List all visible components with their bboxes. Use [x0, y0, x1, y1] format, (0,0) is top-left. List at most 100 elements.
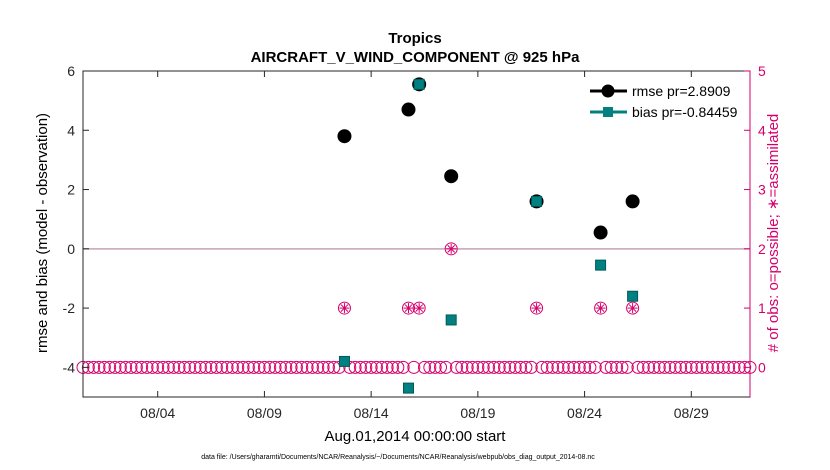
obs-possible-marker: [231, 360, 245, 374]
obs-possible-marker: [369, 360, 383, 374]
obs-possible-marker: [156, 360, 170, 374]
obs-possible-marker: [492, 360, 506, 374]
obs-possible-marker: [236, 360, 250, 374]
y-axis-label: rmse and bias (model - observation): [34, 113, 51, 353]
obs-assimilated-marker: [446, 243, 457, 254]
x-tick-label: 08/14: [354, 405, 389, 421]
obs-possible-marker: [183, 360, 197, 374]
obs-possible-marker: [321, 360, 335, 374]
obs-possible-marker: [535, 360, 549, 374]
obs-possible-marker: [455, 360, 469, 374]
obs-possible-marker: [119, 360, 133, 374]
legend-bias-marker: [603, 107, 613, 117]
obs-assimilated-marker: [403, 303, 414, 314]
obs-asterisk-stroke: [596, 304, 605, 312]
obs-possible-marker: [663, 360, 677, 374]
x-axis-label: Aug.01,2014 00:00:00 start: [325, 428, 507, 445]
obs-possible-marker: [380, 360, 394, 374]
obs-possible-marker: [418, 360, 432, 374]
bias-point: [627, 290, 639, 302]
obs-possible-marker: [434, 360, 448, 374]
obs-possible-marker: [225, 360, 239, 374]
obs-possible-marker: [551, 360, 565, 374]
obs-possible-marker: [193, 360, 207, 374]
obs-possible-marker: [460, 360, 474, 374]
rmse-point: [401, 102, 416, 117]
obs-possible-marker: [391, 360, 405, 374]
obs-possible-marker: [215, 360, 229, 374]
obs-possible-marker: [92, 360, 106, 374]
obs-possible-marker: [311, 360, 325, 374]
obs-possible-marker: [668, 360, 682, 374]
obs-possible-marker: [252, 360, 266, 374]
obs-possible-marker: [738, 360, 752, 374]
obs-possible-marker: [348, 360, 362, 374]
obs-assimilated-marker: [339, 303, 350, 314]
y2-tick-label: 2: [758, 241, 766, 257]
obs-possible-marker: [546, 360, 560, 374]
obs-possible-marker: [700, 360, 714, 374]
obs-possible-marker: [268, 360, 282, 374]
bias-point: [413, 78, 425, 90]
obs-possible-marker: [375, 360, 389, 374]
y-tick-label: 0: [67, 241, 75, 257]
obs-possible-marker: [482, 360, 496, 374]
obs-possible-marker: [444, 242, 458, 256]
obs-possible-marker: [273, 360, 287, 374]
chart-title: Tropics: [388, 30, 441, 47]
obs-possible-marker: [599, 360, 613, 374]
obs-asterisk-stroke: [532, 304, 541, 312]
obs-possible-marker: [578, 360, 592, 374]
obs-asterisk-stroke: [340, 304, 349, 312]
y2-tick-label: 0: [758, 359, 766, 375]
obs-possible-marker: [556, 360, 570, 374]
obs-possible-marker: [530, 301, 544, 315]
obs-possible-marker: [626, 301, 640, 315]
obs-possible-marker: [204, 360, 218, 374]
obs-assimilated-marker: [414, 303, 425, 314]
rmse-point: [337, 129, 352, 144]
obs-possible-marker: [471, 360, 485, 374]
obs-possible-marker: [412, 301, 426, 315]
bias-point: [595, 259, 607, 271]
obs-possible-marker: [337, 301, 351, 315]
obs-possible-marker: [129, 360, 143, 374]
legend-box: [589, 77, 746, 125]
obs-possible-marker: [220, 360, 234, 374]
obs-possible-marker: [439, 360, 453, 374]
obs-possible-marker: [658, 360, 672, 374]
obs-possible-marker: [151, 360, 165, 374]
y2-tick-label: 4: [758, 122, 766, 138]
obs-possible-marker: [396, 360, 410, 374]
x-tick-label: 08/29: [674, 405, 709, 421]
obs-possible-marker: [674, 360, 688, 374]
obs-possible-marker: [642, 360, 656, 374]
obs-possible-marker: [305, 360, 319, 374]
obs-possible-marker: [295, 360, 309, 374]
obs-asterisk-stroke: [404, 304, 413, 312]
legend-rmse-label: rmse pr=2.8909: [632, 83, 731, 99]
obs-possible-marker: [300, 360, 314, 374]
obs-possible-marker: [81, 360, 95, 374]
obs-possible-marker: [476, 360, 490, 374]
obs-possible-marker: [177, 360, 191, 374]
obs-asterisk-stroke: [628, 304, 637, 312]
obs-possible-marker: [209, 360, 223, 374]
obs-possible-marker: [327, 360, 341, 374]
obs-possible-marker: [135, 360, 149, 374]
obs-possible-marker: [450, 360, 464, 374]
obs-possible-marker: [588, 360, 602, 374]
obs-possible-marker: [466, 360, 480, 374]
rmse-point: [444, 169, 459, 184]
obs-possible-marker: [145, 360, 159, 374]
obs-possible-marker: [562, 360, 576, 374]
obs-possible-marker: [487, 360, 501, 374]
y-tick-label: 2: [67, 182, 75, 198]
obs-possible-marker: [604, 360, 618, 374]
x-tick-label: 08/19: [460, 405, 495, 421]
obs-possible-marker: [279, 360, 293, 374]
obs-possible-marker: [722, 360, 736, 374]
y-tick-label: 6: [67, 63, 75, 79]
obs-possible-marker: [572, 360, 586, 374]
chart-subtitle: AIRCRAFT_V_WIND_COMPONENT @ 925 hPa: [251, 49, 581, 66]
